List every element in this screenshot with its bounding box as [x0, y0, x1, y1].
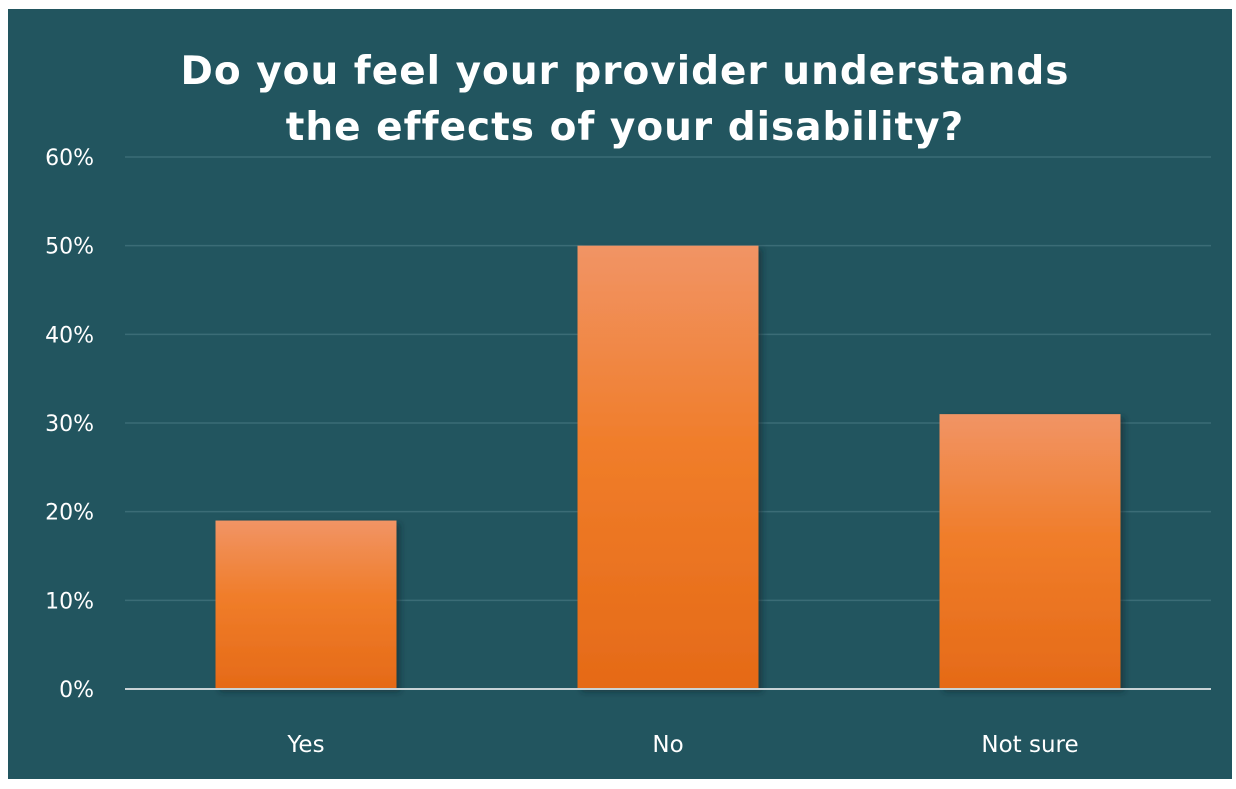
bar-no: [577, 245, 759, 689]
chart-title-line-2: the effects of your disability?: [286, 105, 964, 150]
y-tick-label: 0%: [59, 678, 94, 703]
y-tick-label: 40%: [45, 323, 94, 348]
y-tick-label: 60%: [45, 146, 94, 171]
bars: [215, 245, 1121, 689]
x-axis-category-labels: Yes No Not sure: [286, 732, 1078, 758]
y-tick-label: 30%: [45, 412, 94, 437]
y-tick-label: 50%: [45, 235, 94, 260]
x-category-label: No: [652, 732, 683, 758]
bar-chart: 0% 10% 20% 30% 40% 50% 60% Yes No Not sure Do yo…: [8, 9, 1232, 779]
y-tick-label: 20%: [45, 501, 94, 526]
y-tick-label: 10%: [45, 589, 94, 614]
chart-panel: 0% 10% 20% 30% 40% 50% 60% Yes No Not sure Do yo…: [8, 9, 1232, 779]
bar-not-sure: [939, 414, 1121, 689]
y-axis-tick-labels: 0% 10% 20% 30% 40% 50% 60%: [45, 146, 94, 703]
chart-title-line-1: Do you feel your provider understands: [180, 49, 1069, 94]
x-category-label: Yes: [286, 732, 324, 758]
bar-yes: [215, 520, 397, 689]
x-category-label: Not sure: [981, 732, 1078, 758]
